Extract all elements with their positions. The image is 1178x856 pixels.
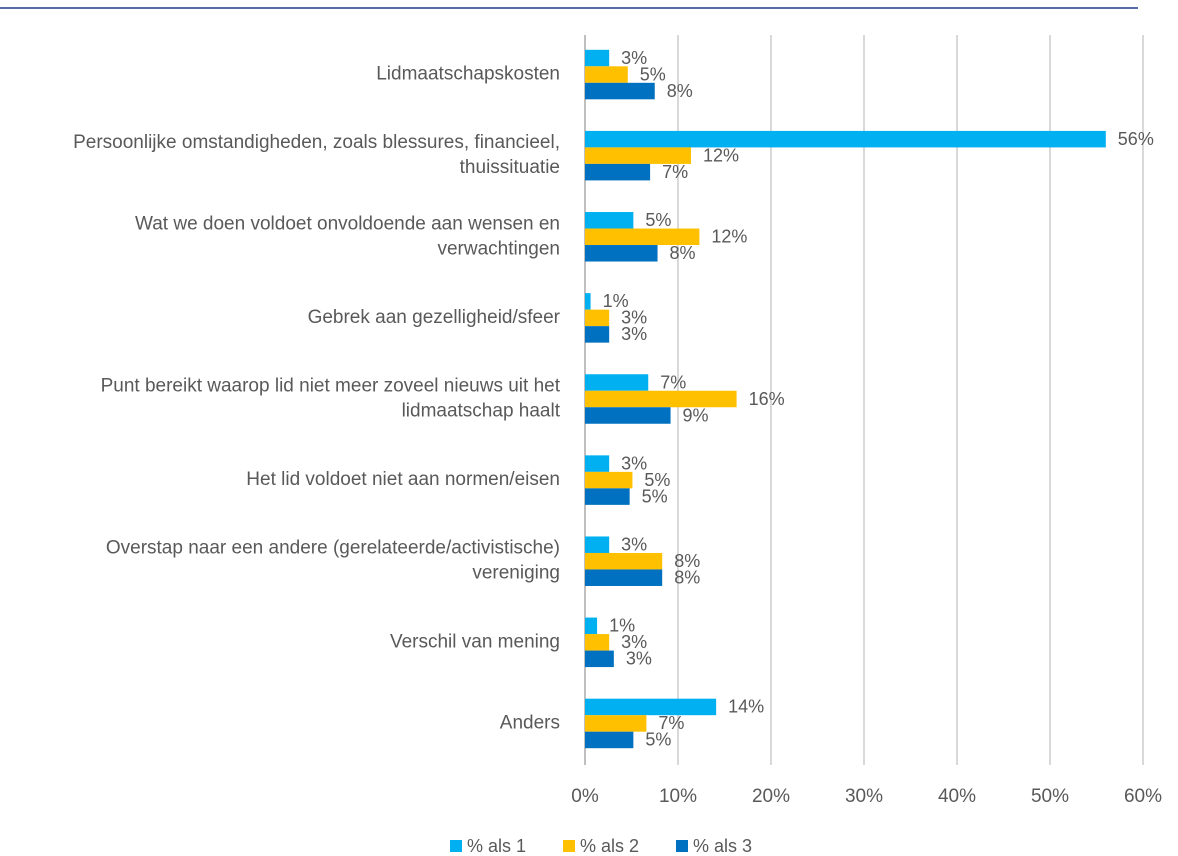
bar [585,731,634,749]
data-label: 3% [621,308,647,328]
data-label: 14% [728,697,764,717]
data-label: 7% [658,713,684,733]
data-label: 7% [662,162,688,182]
bar [585,617,598,635]
category-label: Overstap naar een andere (gerelateerde/a… [106,538,560,584]
bar [585,374,649,391]
data-label: 3% [621,632,647,652]
data-label: 8% [674,567,700,587]
bar [585,488,630,505]
data-label: 5% [644,470,670,490]
x-tick-label: 60% [1124,786,1162,807]
data-label: 5% [640,64,666,84]
data-label: 7% [660,372,686,392]
data-label: 3% [621,324,647,344]
data-label: 3% [626,649,652,669]
category-label: Verschil van mening [390,631,560,652]
bar [585,245,658,262]
x-tick-label: 10% [659,786,697,807]
data-label: 56% [1118,129,1154,149]
x-tick-label: 40% [938,786,976,807]
bar [585,407,671,424]
data-label: 1% [603,291,629,311]
bar [585,552,663,570]
data-label: 3% [621,534,647,554]
bar [585,66,628,83]
bar [585,569,663,586]
data-label: 8% [674,551,700,571]
legend-swatch [563,840,575,852]
legend-swatch [450,840,462,852]
bar [585,455,610,472]
bar [585,293,591,310]
data-label: 16% [749,389,785,409]
bar [585,698,717,716]
bar [585,212,634,229]
data-label: 3% [621,453,647,473]
data-label: 9% [683,405,709,425]
bar [585,650,614,668]
x-tick-label: 20% [752,786,790,807]
data-label: 5% [642,486,668,506]
category-label: Persoonlijke omstandigheden, zoals bless… [73,132,560,178]
bar [585,228,700,246]
data-label: 3% [621,48,647,68]
data-label: 5% [645,210,671,230]
data-label: 12% [703,145,739,165]
category-label: Wat we doen voldoet onvoldoende aan wens… [135,213,560,259]
legend-label: % als 1 [467,836,526,856]
legend-swatch [676,840,688,852]
data-label: 8% [670,243,696,263]
x-tick-label: 50% [1031,786,1069,807]
data-label: 1% [609,616,635,636]
legend-label: % als 2 [580,836,639,856]
bar [585,471,633,489]
bar [585,326,610,343]
bar [585,634,610,651]
bar [585,715,647,732]
category-label: Het lid voldoet niet aan normen/eisen [246,469,560,490]
bar [585,147,692,164]
bar [585,49,610,67]
bar [585,130,1106,148]
data-label: 8% [667,81,693,101]
legend-label: % als 3 [693,836,752,856]
category-label: Punt bereikt waarop lid niet meer zoveel… [101,376,561,422]
x-tick-label: 0% [571,786,599,807]
x-tick-label: 30% [845,786,883,807]
bar [585,536,610,553]
data-label: 5% [645,730,671,750]
bar [585,309,610,327]
category-label: Lidmaatschapskosten [376,64,560,85]
category-label: Gebrek aan gezelligheid/sfeer [308,307,561,328]
data-label: 12% [711,227,747,247]
bar [585,390,737,408]
category-label: Anders [500,712,560,733]
bar [585,82,655,100]
bar [585,163,651,181]
